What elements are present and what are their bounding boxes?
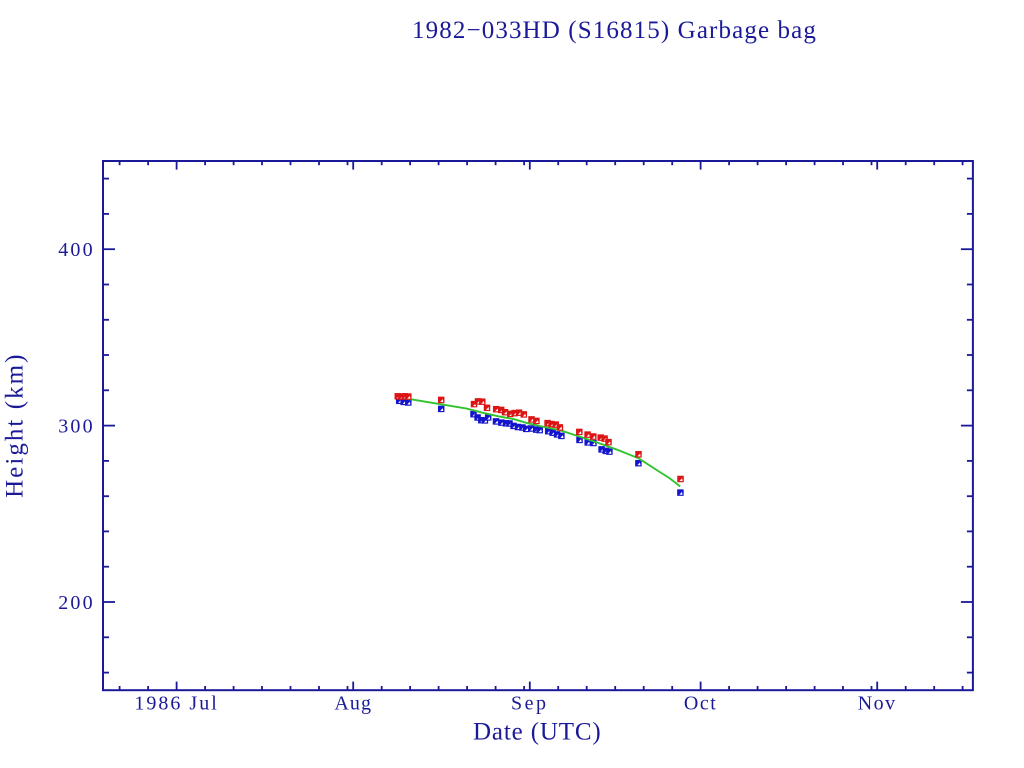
svg-text:1986 Jul: 1986 Jul: [134, 692, 218, 714]
svg-text:300: 300: [58, 415, 95, 437]
svg-text:Oct: Oct: [684, 692, 717, 714]
svg-text:Nov: Nov: [858, 692, 897, 714]
svg-text:1982−033HD (S16815) Garbage ba: 1982−033HD (S16815) Garbage bag: [412, 17, 817, 44]
svg-text:200: 200: [58, 592, 95, 614]
svg-text:400: 400: [58, 239, 95, 261]
svg-text:Aug: Aug: [334, 692, 372, 714]
svg-text:Height (km): Height (km): [2, 352, 29, 497]
svg-text:Sep: Sep: [511, 692, 549, 714]
svg-text:Date (UTC): Date (UTC): [473, 719, 602, 746]
